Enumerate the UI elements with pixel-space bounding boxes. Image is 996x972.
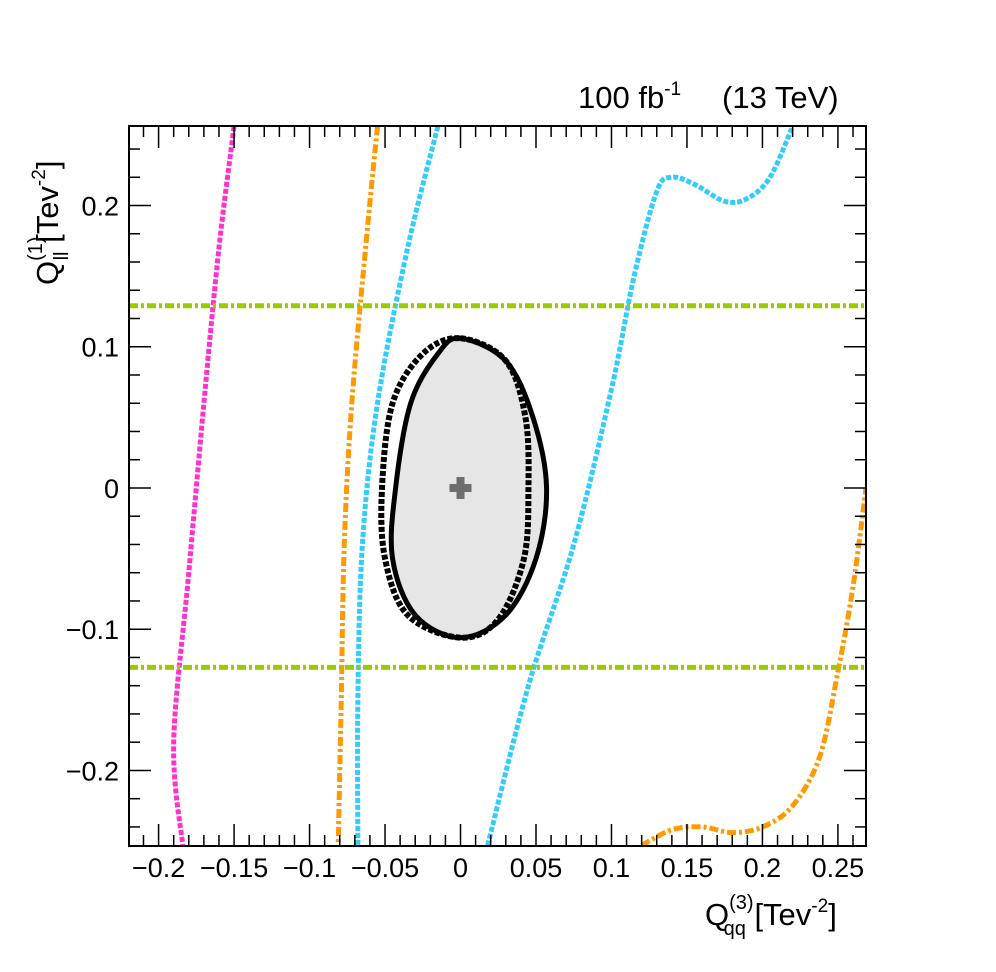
x-tick-label: 0.1 <box>593 853 631 883</box>
best-fit-plus-marker <box>449 476 472 499</box>
y-tick-label: 0.2 <box>81 192 119 222</box>
x-tick-label: 0 <box>453 853 468 883</box>
x-tick-label: 0.2 <box>744 853 782 883</box>
series-inner-contour <box>378 335 532 641</box>
series-orange-right <box>640 487 866 846</box>
x-tick-label: −0.1 <box>283 853 336 883</box>
plot-frame <box>128 125 867 847</box>
plot-content <box>129 126 866 846</box>
y-axis-title: Q(1) ll [Tev-2] <box>25 161 73 285</box>
x-tick-label: −0.15 <box>200 853 268 883</box>
x-tick-label: −0.2 <box>132 853 185 883</box>
energy-label: (13 TeV) <box>722 80 839 115</box>
y-tick-label: 0 <box>104 474 119 504</box>
x-axis-title: Q(3) qq [Tev-2] <box>705 892 837 940</box>
series-cyan-right <box>485 126 795 846</box>
y-tick-label: 0.1 <box>81 333 119 363</box>
series-pink-line <box>171 126 237 846</box>
y-tick-label: −0.2 <box>66 756 119 786</box>
series-cyan-left <box>355 126 441 846</box>
series-orange-left <box>335 126 380 846</box>
x-tick-label: −0.05 <box>351 853 419 883</box>
x-tick-label: 0.25 <box>812 853 865 883</box>
x-tick-label: 0.15 <box>661 853 714 883</box>
plot-area: −0.2 −0.15 −0.1 −0.05 0 0.05 0.1 0.15 0.2 0.25 −0.… <box>66 125 867 883</box>
y-tick-label: −0.1 <box>66 615 119 645</box>
x-tick-label: 0.05 <box>510 853 563 883</box>
luminosity-label: 100 fb-1 <box>578 79 681 115</box>
